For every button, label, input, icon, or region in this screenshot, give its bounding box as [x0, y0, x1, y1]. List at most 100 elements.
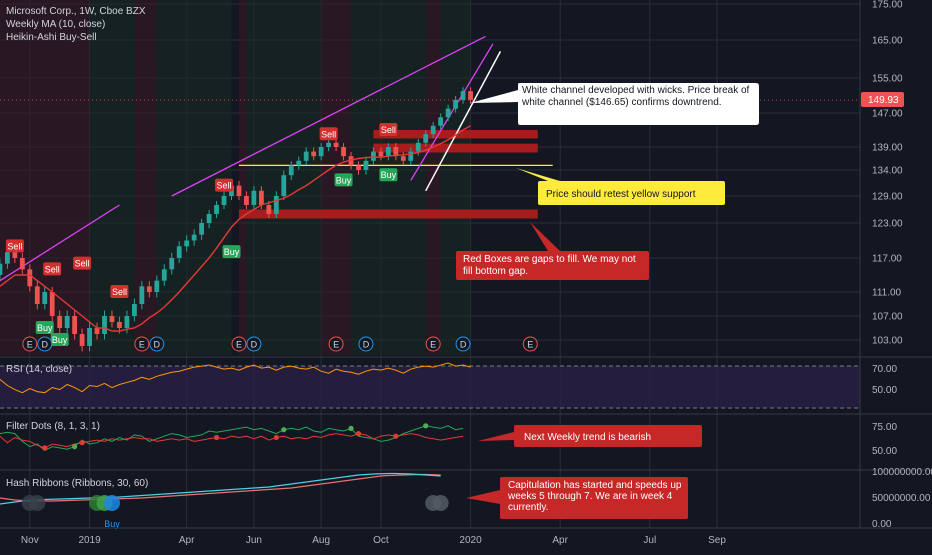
candle-body [430, 125, 436, 135]
candle-body [57, 316, 63, 328]
candle-body [139, 286, 145, 304]
candle-body [72, 316, 78, 334]
candle-body [146, 286, 152, 292]
buy-signal-box [222, 245, 241, 259]
event-letter: D [460, 340, 467, 350]
rsi-pane-label[interactable]: RSI (14, close) [6, 364, 72, 375]
candle-body [251, 190, 257, 205]
price-tick-label: 129.00 [872, 192, 903, 203]
earnings-marker [425, 336, 441, 352]
sell-signal-label: Sell [75, 259, 90, 269]
candle-body [184, 240, 190, 247]
red-boxes-note[interactable]: Red Boxes are gaps to fill. We may not f… [456, 222, 649, 280]
candle-body [415, 142, 421, 152]
candle-body [42, 292, 48, 304]
hash-capitulation-dot [432, 495, 449, 511]
filter-green-dot [423, 423, 429, 429]
time-tick-label: Apr [179, 535, 195, 546]
price-tick-label: 155.00 [872, 74, 903, 85]
candle-body [303, 151, 309, 161]
candle-body [221, 196, 227, 205]
candle-body [408, 151, 414, 161]
heikin-ashi-signals: Sell Sell Sell Buy Buy Sell Sell Buy Sell Buy Sell… [5, 123, 398, 346]
candle-body [236, 185, 242, 196]
event-letter: D [154, 340, 161, 350]
candle-body [311, 151, 317, 157]
buy-signal-box [334, 173, 353, 187]
filter-red-dot [273, 434, 279, 441]
filter-red-dot [213, 434, 220, 441]
sell-signal-label: Sell [321, 129, 336, 139]
price-tag-bg [861, 92, 904, 107]
magenta-channel-1 [171, 35, 486, 197]
price-tick-label: 147.00 [872, 109, 903, 120]
candle-body [400, 156, 406, 161]
hash-fast-line [0, 472, 441, 505]
ma-legend[interactable]: Weekly MA (10, close) [6, 19, 105, 30]
capitulation-note-text: Capitulation has started and speeds up w… [508, 480, 682, 513]
gap-box-2 [238, 209, 538, 219]
event-letter: E [27, 340, 33, 350]
candle-body [131, 304, 137, 316]
event-letter: E [430, 340, 436, 350]
time-tick-label: 2019 [78, 535, 101, 546]
yellow-support-note[interactable]: Price should retest yellow support [516, 168, 725, 205]
time-axis[interactable]: Nov 2019 Apr Jun Aug Oct 2020 Apr Jul Sep [0, 527, 932, 546]
hash-capitulation-dot [103, 495, 120, 511]
filter-tick-label: 50.00 [872, 446, 897, 457]
price-tick-label: 134.00 [872, 166, 903, 177]
buy-signal-box [379, 168, 398, 182]
dividend-marker [37, 336, 53, 352]
weekly-trend-note[interactable]: Next Weekly trend is bearish [478, 425, 702, 447]
price-tag-label: 149.93 [868, 95, 899, 106]
candle-body [154, 280, 160, 292]
band-1 [89, 0, 135, 355]
sell-signal-label: Sell [381, 125, 396, 135]
candle-body [161, 269, 167, 281]
indicator-panes: Buy [0, 356, 932, 529]
filter-red-dot [42, 445, 48, 451]
dividend-marker [149, 336, 165, 352]
candle-body [318, 147, 324, 157]
hk-legend[interactable]: Heikin-Ashi Buy-Sell [6, 32, 97, 43]
candle-body [385, 147, 391, 157]
price-tick-label: 123.00 [872, 219, 903, 230]
candle-body [169, 258, 175, 270]
price-tick-label: 103.00 [872, 336, 903, 347]
candle-body [445, 108, 451, 118]
candle-body [5, 252, 10, 264]
rsi-tick-label: 50.00 [872, 385, 897, 396]
earnings-marker [522, 336, 538, 352]
buy-signal-label: Buy [381, 170, 397, 180]
band-2 [134, 0, 157, 355]
sell-signal-box [215, 178, 234, 192]
hash-pane-label[interactable]: Hash Ribbons (Ribbons, 30, 60) [6, 478, 148, 489]
band-9 [440, 0, 471, 355]
annotations[interactable]: White channel developed with wicks. Pric… [456, 83, 759, 519]
candle-body [94, 328, 100, 334]
candle-body [423, 134, 429, 143]
moving-average [0, 125, 471, 332]
band-4 [238, 0, 247, 355]
price-tick-label: 117.00 [872, 254, 902, 265]
ma-line [0, 125, 471, 332]
current-price-tag: 149.93 [861, 92, 904, 107]
rsi-band [0, 366, 860, 408]
time-tick-label: Aug [312, 535, 330, 546]
hash-slow-line [0, 473, 441, 502]
white-channel-note[interactable]: White channel developed with wicks. Pric… [470, 83, 759, 125]
price-tick-label: 165.00 [872, 36, 903, 47]
price-axis[interactable]: 175.00 165.00 155.00 147.00 139.00 134.00 129.… [859, 0, 932, 530]
candle-body [453, 99, 458, 109]
filter-pane-label[interactable]: Filter Dots (8, 1, 3, 1) [6, 421, 100, 432]
capitulation-note[interactable]: Capitulation has started and speeds up w… [466, 477, 688, 519]
sell-signal-box [5, 239, 24, 253]
magenta-channel-2 [410, 43, 494, 181]
dividend-marker [246, 336, 262, 352]
candle-body [281, 175, 287, 196]
filter-green-dot [348, 425, 354, 431]
time-tick-label: 2020 [459, 535, 482, 546]
